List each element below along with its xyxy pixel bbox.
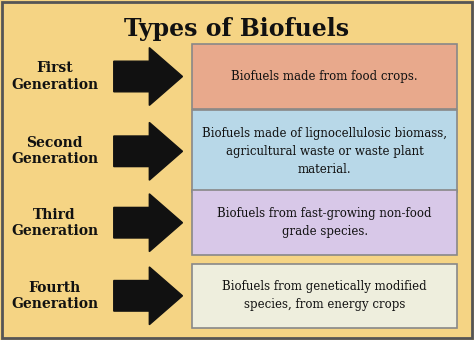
Polygon shape bbox=[114, 194, 182, 252]
Text: Types of Biofuels: Types of Biofuels bbox=[125, 17, 349, 41]
FancyBboxPatch shape bbox=[192, 110, 457, 192]
Text: Biofuels from fast-growing non-food
grade species.: Biofuels from fast-growing non-food grad… bbox=[218, 207, 432, 238]
FancyBboxPatch shape bbox=[192, 190, 457, 255]
Polygon shape bbox=[114, 122, 182, 180]
Polygon shape bbox=[114, 267, 182, 325]
Text: Fourth
Generation: Fourth Generation bbox=[11, 281, 98, 311]
Polygon shape bbox=[114, 48, 182, 105]
Text: First
Generation: First Generation bbox=[11, 62, 98, 91]
Text: Third
Generation: Third Generation bbox=[11, 208, 98, 238]
Text: Biofuels from genetically modified
species, from energy crops: Biofuels from genetically modified speci… bbox=[222, 280, 427, 311]
Text: Second
Generation: Second Generation bbox=[11, 136, 98, 166]
FancyBboxPatch shape bbox=[192, 44, 457, 109]
Text: Biofuels made of lignocellulosic biomass,
agricultural waste or waste plant
mate: Biofuels made of lignocellulosic biomass… bbox=[202, 127, 447, 176]
Text: Biofuels made from food crops.: Biofuels made from food crops. bbox=[231, 70, 418, 83]
FancyBboxPatch shape bbox=[192, 264, 457, 328]
FancyBboxPatch shape bbox=[2, 2, 472, 338]
